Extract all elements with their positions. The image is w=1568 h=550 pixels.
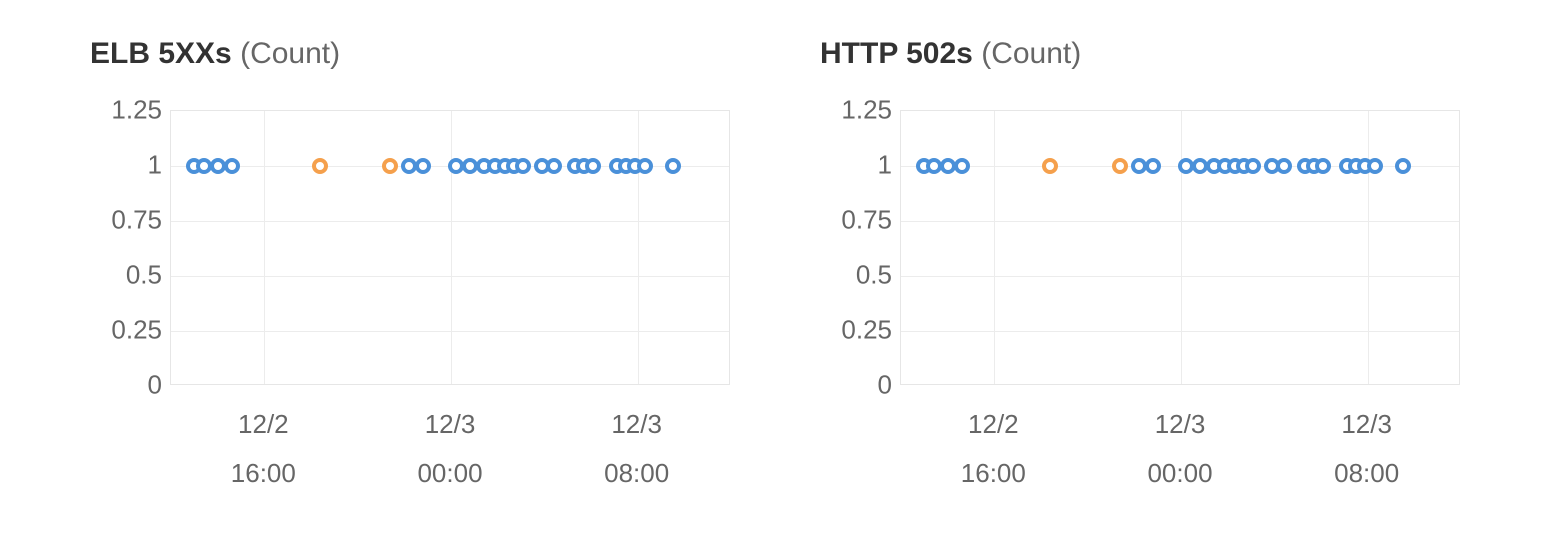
data-point[interactable] — [515, 158, 531, 174]
y-tick-label: 1.25 — [820, 95, 892, 126]
data-point[interactable] — [637, 158, 653, 174]
y-tick-label: 0 — [820, 370, 892, 401]
y-tick-label: 0.75 — [90, 205, 162, 236]
gridline — [901, 276, 1459, 277]
panel-http-502: HTTP 502s (Count) 0 0.25 0.5 0.75 1 1.25 12/2… — [820, 36, 1470, 550]
dashboard: ELB 5XXs (Count) 0 0.25 0.5 0.75 1 1.25 12/21… — [0, 0, 1568, 550]
gridline — [901, 221, 1459, 222]
panel-title-bold: HTTP 502s — [820, 37, 973, 70]
gridline — [451, 111, 452, 384]
gridline — [1368, 111, 1369, 384]
x-axis: 12/216:00 12/300:00 12/308:00 — [900, 400, 1460, 520]
gridline — [171, 221, 729, 222]
data-point[interactable] — [1276, 158, 1292, 174]
data-point[interactable] — [546, 158, 562, 174]
y-axis: 00.250.50.7511.25 — [90, 110, 170, 385]
gridline — [1181, 111, 1182, 384]
x-tick-label: 12/216:00 — [961, 400, 1026, 499]
gridline — [901, 331, 1459, 332]
x-tick-label: 12/216:00 — [231, 400, 296, 499]
x-tick-label: 12/308:00 — [1334, 400, 1399, 499]
y-tick-label: 0.25 — [90, 315, 162, 346]
gridline — [994, 111, 995, 384]
panel-elb-5xx: ELB 5XXs (Count) 0 0.25 0.5 0.75 1 1.25 12/21… — [90, 36, 740, 550]
data-point[interactable] — [312, 158, 328, 174]
data-point[interactable] — [1112, 158, 1128, 174]
y-tick-label: 0 — [90, 370, 162, 401]
data-point[interactable] — [1042, 158, 1058, 174]
panel-title-unit: (Count) — [240, 37, 340, 70]
data-point[interactable] — [585, 158, 601, 174]
x-tick-label: 12/308:00 — [604, 400, 669, 499]
gridline — [264, 111, 265, 384]
x-axis: 12/216:00 12/300:00 12/308:00 — [170, 400, 730, 520]
gridline — [171, 331, 729, 332]
data-point[interactable] — [954, 158, 970, 174]
plot-area[interactable] — [170, 110, 730, 385]
data-point[interactable] — [1245, 158, 1261, 174]
y-tick-label: 0.25 — [820, 315, 892, 346]
plot-area[interactable] — [900, 110, 1460, 385]
data-point[interactable] — [665, 158, 681, 174]
y-tick-label: 0.5 — [90, 260, 162, 291]
y-tick-label: 0.75 — [820, 205, 892, 236]
y-tick-label: 1 — [820, 150, 892, 181]
panel-title-bold: ELB 5XXs — [90, 37, 232, 70]
panel-title-unit: (Count) — [981, 37, 1081, 70]
data-point[interactable] — [1395, 158, 1411, 174]
panel-title: ELB 5XXs (Count) — [90, 36, 740, 72]
data-point[interactable] — [382, 158, 398, 174]
data-point[interactable] — [415, 158, 431, 174]
y-tick-label: 1 — [90, 150, 162, 181]
data-point[interactable] — [1145, 158, 1161, 174]
y-tick-label: 0.5 — [820, 260, 892, 291]
data-point[interactable] — [1315, 158, 1331, 174]
y-axis: 00.250.50.7511.25 — [820, 110, 900, 385]
panel-title: HTTP 502s (Count) — [820, 36, 1470, 72]
gridline — [638, 111, 639, 384]
data-point[interactable] — [1367, 158, 1383, 174]
x-tick-label: 12/300:00 — [417, 400, 482, 499]
data-point[interactable] — [224, 158, 240, 174]
y-tick-label: 1.25 — [90, 95, 162, 126]
gridline — [171, 276, 729, 277]
x-tick-label: 12/300:00 — [1147, 400, 1212, 499]
